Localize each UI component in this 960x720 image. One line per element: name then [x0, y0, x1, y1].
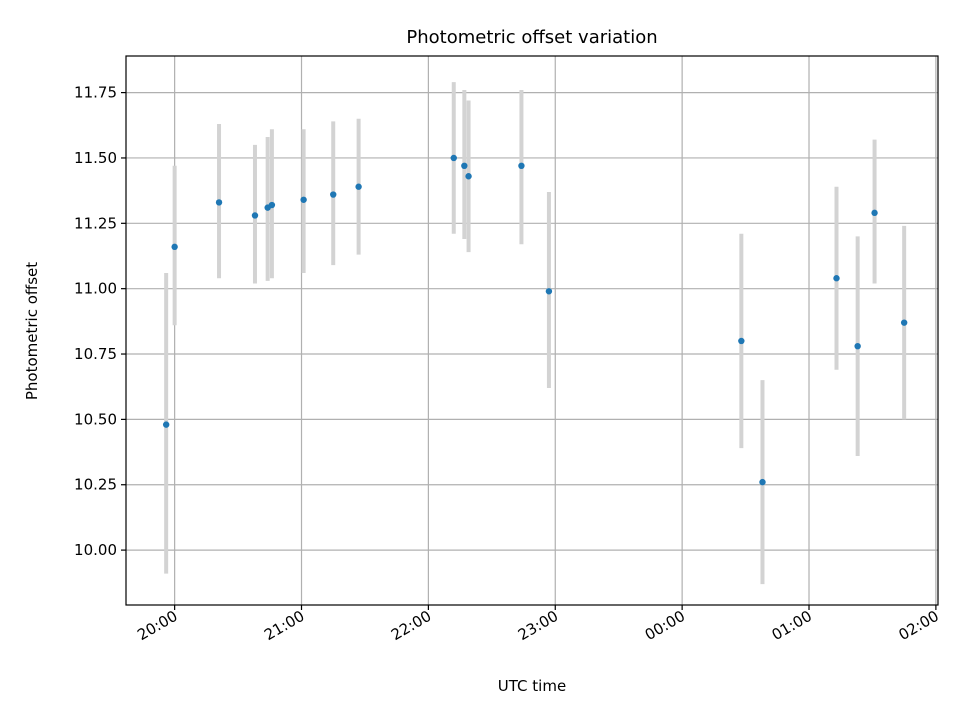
y-tick-label: 10.25	[74, 476, 117, 494]
data-point	[465, 173, 472, 180]
data-point	[251, 212, 259, 219]
x-axis-label: UTC time	[498, 677, 566, 695]
y-tick-label: 10.50	[74, 410, 117, 428]
chart-title: Photometric offset variation	[406, 27, 657, 48]
y-tick-label: 10.75	[74, 345, 117, 363]
y-tick-label: 11.25	[74, 214, 117, 232]
data-point	[162, 421, 170, 428]
plot-frame	[125, 55, 939, 606]
data-point	[871, 209, 878, 217]
data-point	[833, 275, 840, 282]
grid-layer	[126, 56, 938, 605]
y-axis-label: Photometric offset	[23, 262, 41, 400]
y-tick-label: 11.00	[74, 280, 117, 298]
data-point	[171, 243, 178, 251]
data-point	[330, 191, 337, 198]
x-tick-label: 21:00	[261, 607, 307, 644]
data-point	[854, 342, 861, 350]
x-tick-label: 01:00	[769, 607, 815, 644]
data-point	[900, 319, 908, 326]
x-tick-label: 20:00	[134, 607, 180, 644]
data-point	[738, 337, 745, 345]
data-point	[268, 201, 276, 209]
y-tick-label: 11.75	[74, 84, 117, 102]
data-point	[461, 162, 468, 169]
x-tick-label: 22:00	[388, 607, 434, 644]
tick-layer: 10.00 10.25 10.50 10.75 11.00 11.25 11.50 11.75…	[74, 84, 942, 644]
data-point	[545, 288, 553, 295]
y-tick-label: 11.50	[74, 149, 117, 167]
data-point	[215, 199, 223, 206]
point-layer	[162, 154, 908, 486]
x-tick-label: 02:00	[895, 607, 941, 644]
data-point	[759, 478, 766, 486]
data-point	[450, 154, 457, 162]
data-point	[518, 162, 525, 169]
x-tick-label: 00:00	[642, 607, 688, 644]
x-tick-label: 23:00	[515, 607, 561, 644]
y-tick-label: 10.00	[74, 541, 117, 559]
data-point	[300, 196, 307, 203]
data-point	[355, 183, 362, 190]
